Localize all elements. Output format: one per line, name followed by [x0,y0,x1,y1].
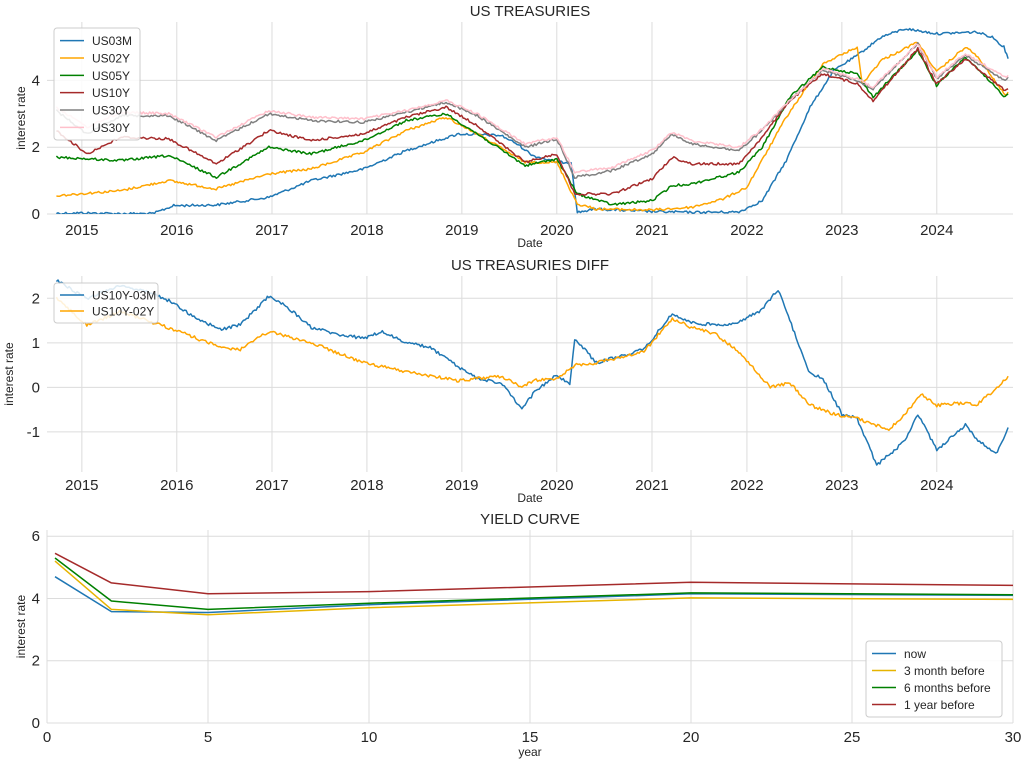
x-tick-label: 2019 [445,222,478,239]
x-tick-label: 2018 [350,477,383,494]
y-tick-label: 2 [32,290,40,307]
x-tick-label: 2015 [65,222,98,239]
x-tick-label: 2019 [445,477,478,494]
chart-title: US TREASURIES DIFF [451,257,609,274]
y-tick-label: 2 [32,653,40,670]
legend-entry: US10Y-03M [92,289,156,303]
y-tick-label: 0 [32,206,40,223]
x-tick-label: 2020 [540,222,573,239]
y-tick-label: 6 [32,528,40,545]
x-tick-label: 2024 [920,477,953,494]
legend: US03M US02Y US05Y US10Y US30Y US30Y [53,27,141,141]
series-line-us05y [55,48,1009,206]
x-tick-label: 2020 [540,477,573,494]
x-tick-label: 20 [683,729,700,746]
x-axis-label: year [518,745,541,759]
legend-entry: US10Y [92,86,130,100]
x-tick-label: 2023 [825,477,858,494]
x-tick-label: 2021 [635,477,668,494]
series-line-1-year-before [54,552,1013,595]
gridlines [46,530,1014,724]
legend-entry: US30Y [92,104,130,118]
x-tick-label: 2016 [160,477,193,494]
y-axis-label: interest rate [14,594,28,658]
plot-area [47,276,1013,472]
x-tick-label: 10 [361,729,378,746]
x-axis-label: Date [517,491,543,505]
series-group [55,27,1009,214]
series-line-us30y [55,41,1009,180]
x-tick-label: 30 [1005,729,1022,746]
legend-entry: US05Y [92,69,130,83]
x-tick-label: 2023 [825,222,858,239]
y-axis-label: interest rate [14,86,28,150]
chart-panel-1: 2015 2016 2017 2018 2019 2020 2021 2022 2023 2024… [14,3,1013,250]
legend-entry: now [904,647,926,661]
x-tick-label: 2016 [160,222,193,239]
y-axis-label: interest rate [2,342,16,406]
series-line-us30y [55,43,1009,174]
series-group [55,279,1009,466]
legend-box [53,27,141,141]
chart-title: US TREASURIES [470,3,591,20]
series-group [54,552,1013,616]
x-tick-label: 2018 [350,222,383,239]
x-axis-label: Date [517,236,543,250]
y-tick-label: 0 [32,715,40,732]
legend-entry: US03M [92,34,132,48]
y-tick-label: 4 [32,590,40,607]
legend-entry: US10Y-02Y [92,305,154,319]
x-tick-label: 25 [844,729,861,746]
series-line-us03m [56,27,1009,214]
x-tick-label: 2022 [730,477,763,494]
series-line-6-months-before [54,557,1013,611]
y-tick-label: 2 [32,139,40,156]
legend-entry: 1 year before [904,698,975,712]
legend: US10Y-03M US10Y-02Y [53,282,159,324]
series-line-now [54,576,1013,614]
legend-box [53,282,159,324]
y-tick-label: -1 [27,424,40,441]
plot-area [47,22,1013,214]
x-tick-label: 2015 [65,477,98,494]
series-line-us02y [56,41,1009,212]
chart-panel-2: 2015 2016 2017 2018 2019 2020 2021 2022 2023 2024… [2,257,1013,505]
chart-title: YIELD CURVE [480,511,580,528]
x-tick-label: 2024 [920,222,953,239]
x-tick-label: 0 [43,729,51,746]
gridlines [47,276,1013,472]
legend: now 3 month before 6 months before 1 year b… [865,640,1003,718]
y-tick-label: 1 [32,335,40,352]
x-tick-label: 2017 [255,222,288,239]
legend-entry: US30Y [92,121,130,135]
x-tick-label: 2017 [255,477,288,494]
legend-entry: 3 month before [904,664,985,678]
legend-entry: 6 months before [904,681,991,695]
legend-box [865,640,1003,718]
y-tick-label: 4 [32,72,40,89]
chart-panel-3: 0 5 10 15 20 25 30 0 2 4 6 YIELD CURVE year interest … [14,511,1021,759]
y-tick-label: 0 [32,379,40,396]
x-tick-label: 15 [522,729,539,746]
x-tick-label: 5 [204,729,212,746]
series-line-3-month-before [54,560,1013,616]
series-line-us10y-02y [55,296,1009,432]
x-tick-label: 2021 [635,222,668,239]
series-line-us10y [56,46,1009,196]
x-tick-label: 2022 [730,222,763,239]
legend-entry: US02Y [92,52,130,66]
